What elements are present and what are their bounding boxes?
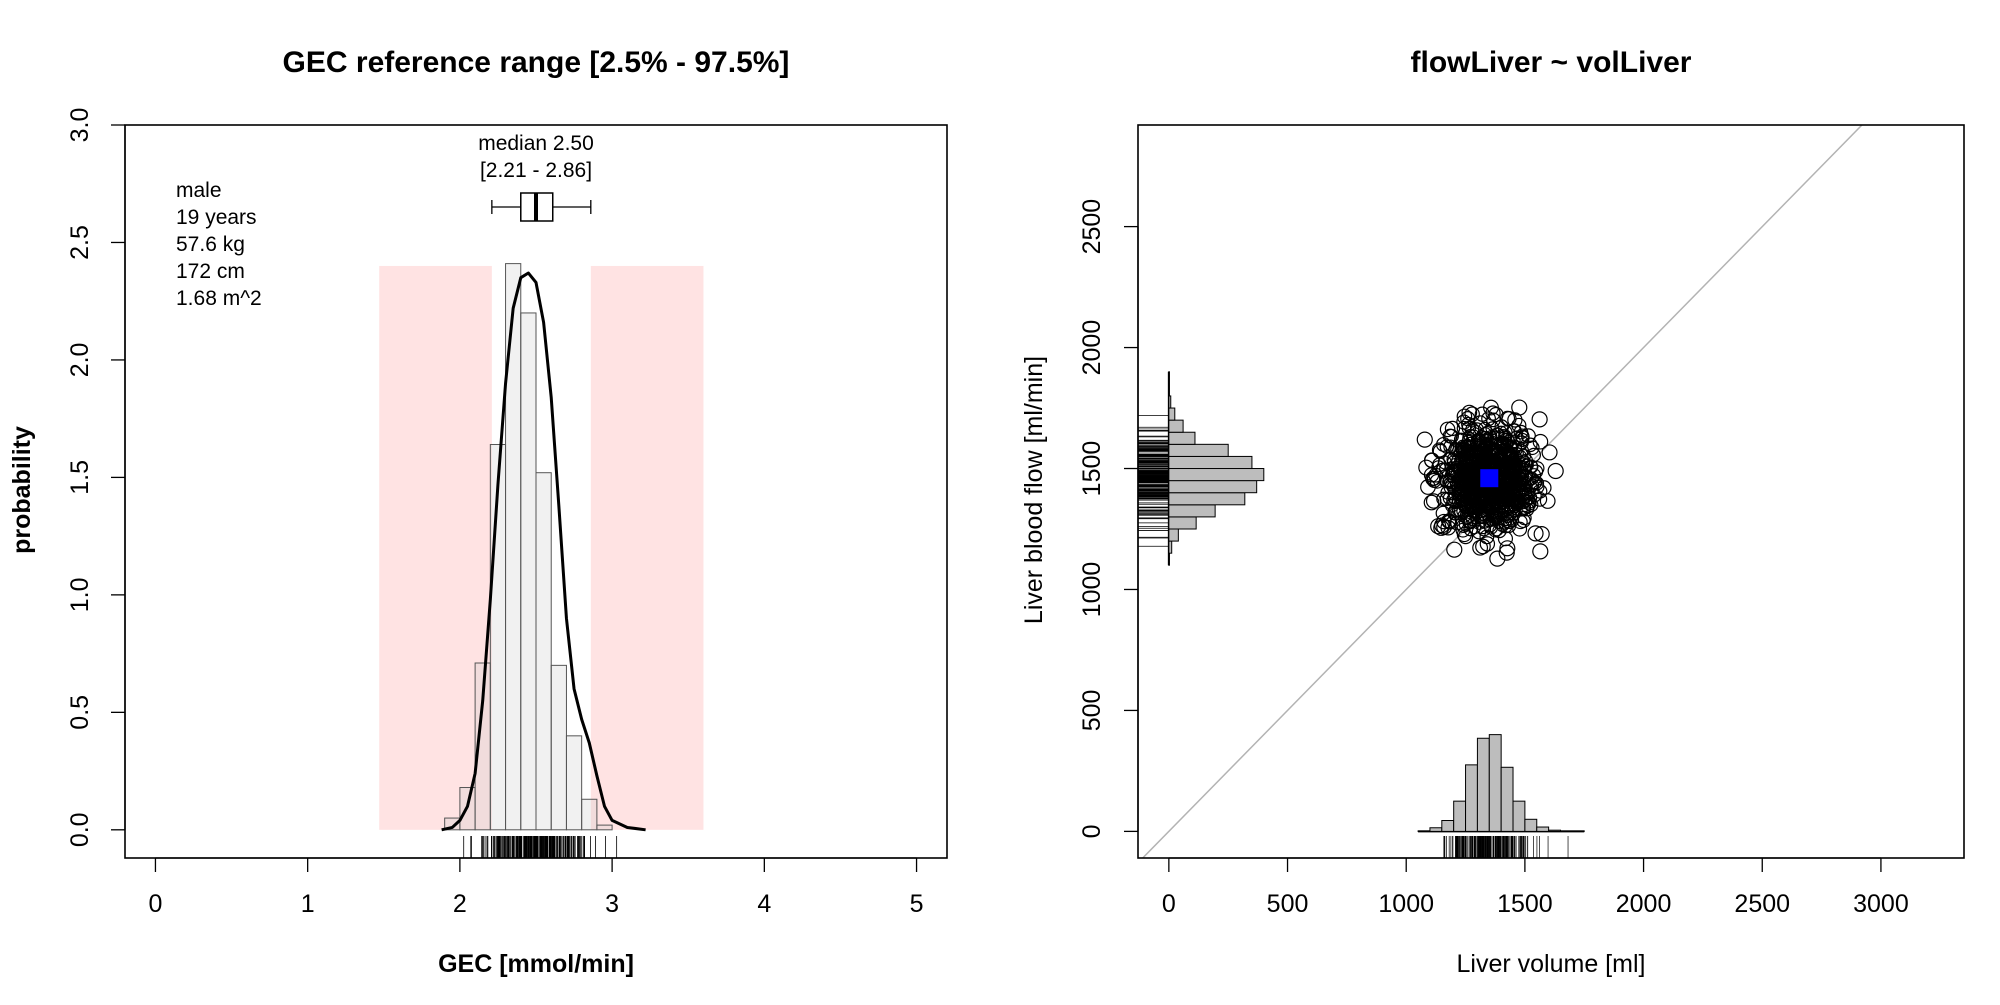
x-tick-label: 2000 bbox=[1616, 890, 1672, 918]
scatter-point bbox=[1532, 412, 1547, 427]
y-tick-label: 2.5 bbox=[66, 225, 94, 260]
x-histogram-bar-10 bbox=[1537, 827, 1549, 831]
x-histogram-bar-7 bbox=[1501, 767, 1513, 831]
x-histogram-bar-1 bbox=[1430, 828, 1442, 832]
y-tick-label: 1.5 bbox=[66, 460, 94, 495]
flow-x-axis-label: Liver volume [ml] bbox=[1457, 950, 1646, 978]
scatter-point bbox=[1447, 542, 1462, 557]
y-histogram-bar-6 bbox=[1169, 481, 1257, 493]
x-tick-label: 0 bbox=[148, 890, 162, 918]
histogram-bar-5 bbox=[521, 313, 536, 830]
x-tick-label: 3 bbox=[605, 890, 619, 918]
median-label: median 2.50 bbox=[478, 132, 594, 155]
flow-panel-title: flowLiver ~ volLiver bbox=[1411, 46, 1692, 79]
scatter-point bbox=[1540, 494, 1555, 509]
shaded-region-1 bbox=[591, 266, 704, 830]
y-tick-label: 2.0 bbox=[66, 343, 94, 378]
y-histogram-bar-13 bbox=[1169, 396, 1171, 408]
gec-y-axis-label: probability bbox=[8, 426, 36, 554]
gec-rug bbox=[464, 836, 617, 858]
x-histogram-bar-6 bbox=[1489, 735, 1501, 832]
y-tick-label: 0.0 bbox=[66, 812, 94, 847]
x-tick-label: 1000 bbox=[1378, 890, 1434, 918]
y-tick-label: 2000 bbox=[1078, 320, 1106, 376]
x-histogram-bar-11 bbox=[1549, 830, 1561, 831]
x-tick-label: 1 bbox=[301, 890, 315, 918]
y-tick-label: 1000 bbox=[1078, 562, 1106, 618]
x-tick-label: 5 bbox=[910, 890, 924, 918]
subject-height: 172 cm bbox=[176, 260, 245, 283]
histogram-bar-8 bbox=[566, 736, 581, 830]
x-histogram-bar-9 bbox=[1525, 819, 1537, 831]
scatter-point bbox=[1542, 445, 1557, 460]
flow-x-rug bbox=[1444, 836, 1568, 858]
y-histogram-bar-11 bbox=[1169, 420, 1183, 432]
scatter-point bbox=[1417, 432, 1432, 447]
subject-bsa: 1.68 m^2 bbox=[176, 287, 262, 310]
median-ci-label: [2.21 - 2.86] bbox=[480, 159, 592, 182]
gec-panel-title: GEC reference range [2.5% - 97.5%] bbox=[283, 46, 790, 79]
x-tick-label: 2500 bbox=[1734, 890, 1790, 918]
x-tick-label: 4 bbox=[757, 890, 771, 918]
subject-weight: 57.6 kg bbox=[176, 233, 245, 256]
histogram-bar-7 bbox=[551, 665, 566, 829]
y-histogram-bar-3 bbox=[1169, 517, 1196, 529]
y-histogram-bar-1 bbox=[1169, 541, 1172, 553]
flow-x-histogram bbox=[1418, 735, 1584, 832]
subject-info: male 19 years 57.6 kg 172 cm 1.68 m^2 bbox=[176, 179, 262, 310]
flow-plot-frame bbox=[1138, 125, 1964, 858]
y-histogram-bar-7 bbox=[1169, 469, 1264, 481]
flow-y-histogram bbox=[1169, 372, 1264, 566]
histogram-bar-9 bbox=[582, 799, 597, 830]
x-tick-label: 1500 bbox=[1497, 890, 1553, 918]
y-histogram-bar-2 bbox=[1169, 529, 1178, 541]
subject-sex: male bbox=[176, 179, 222, 202]
scatter-point bbox=[1512, 400, 1527, 415]
gec-reference-panel: GEC reference range [2.5% - 97.5%] GEC [… bbox=[8, 46, 947, 978]
y-histogram-bar-8 bbox=[1169, 456, 1252, 468]
x-histogram-bar-3 bbox=[1454, 801, 1466, 831]
flow-y-rug bbox=[1138, 416, 1168, 547]
y-histogram-bar-10 bbox=[1169, 432, 1195, 444]
x-histogram-bar-5 bbox=[1477, 738, 1489, 831]
y-tick-label: 3.0 bbox=[66, 108, 94, 143]
x-tick-label: 0 bbox=[1162, 890, 1176, 918]
y-histogram-bar-9 bbox=[1169, 444, 1228, 456]
flow-volume-panel: flowLiver ~ volLiver Liver volume [ml] L… bbox=[1020, 46, 1964, 978]
scatter-point bbox=[1533, 544, 1548, 559]
y-tick-label: 2500 bbox=[1078, 199, 1106, 255]
gec-boxplot bbox=[492, 193, 591, 221]
y-histogram-bar-12 bbox=[1169, 408, 1175, 420]
y-tick-label: 1500 bbox=[1078, 441, 1106, 497]
x-histogram-bar-4 bbox=[1466, 765, 1478, 832]
center-marker bbox=[1480, 469, 1498, 487]
x-tick-label: 3000 bbox=[1853, 890, 1909, 918]
subject-age: 19 years bbox=[176, 206, 257, 229]
scatter-point bbox=[1548, 463, 1563, 478]
y-tick-label: 500 bbox=[1078, 690, 1106, 732]
y-tick-label: 1.0 bbox=[66, 577, 94, 612]
y-tick-label: 0.5 bbox=[66, 695, 94, 730]
y-tick-label: 0 bbox=[1078, 824, 1106, 838]
y-histogram-bar-4 bbox=[1169, 505, 1215, 517]
center-square bbox=[1480, 469, 1498, 487]
y-histogram-bar-5 bbox=[1169, 493, 1245, 505]
x-histogram-bar-2 bbox=[1442, 821, 1454, 832]
gec-x-axis-label: GEC [mmol/min] bbox=[438, 950, 634, 978]
flow-y-axis-label: Liver blood flow [ml/min] bbox=[1020, 356, 1048, 624]
histogram-bar-6 bbox=[536, 473, 551, 830]
histogram-bar-10 bbox=[597, 825, 612, 830]
x-tick-label: 500 bbox=[1267, 890, 1309, 918]
x-tick-label: 2 bbox=[453, 890, 467, 918]
x-histogram-bar-8 bbox=[1513, 801, 1525, 831]
